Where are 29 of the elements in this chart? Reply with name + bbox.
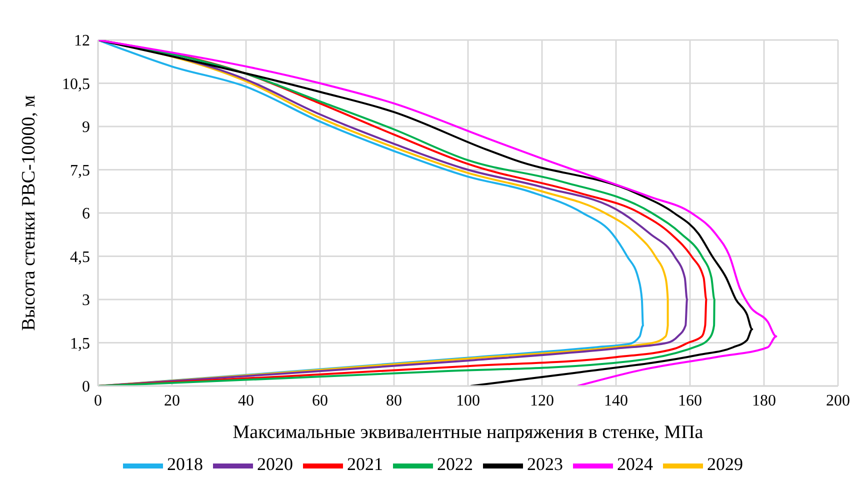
y-tick-label: 6: [82, 206, 90, 223]
y-tick-label: 0: [82, 378, 90, 396]
x-tick-label: 60: [312, 392, 328, 410]
x-tick-label: 20: [164, 392, 180, 410]
x-tick-label: 40: [238, 392, 254, 410]
x-tick-label: 200: [826, 392, 850, 410]
x-tick-label: 120: [530, 392, 554, 410]
legend-label: 2022: [437, 454, 473, 474]
x-tick-label: 0: [94, 392, 102, 410]
y-tick-label: 12: [74, 32, 90, 50]
x-tick-label: 160: [678, 392, 702, 410]
y-tick-label: 3: [82, 292, 90, 310]
x-tick-label: 180: [752, 392, 776, 410]
y-tick-label: 1,5: [70, 335, 90, 352]
y-tick-label: 10,5: [62, 76, 90, 93]
y-tick-label: 4,5: [70, 248, 90, 266]
x-tick-label: 140: [604, 392, 628, 410]
legend-label: 2023: [527, 454, 563, 474]
legend-label: 2029: [707, 454, 743, 474]
legend-label: 2021: [347, 454, 383, 474]
legend-label: 2024: [617, 454, 653, 474]
y-tick-label: 9: [82, 119, 90, 136]
legend-label: 2020: [257, 454, 293, 474]
x-axis-title: Максимальные эквивалентные напряжения в стенке, МПа: [232, 422, 704, 443]
y-axis-title: Высота стенки РВС-10000, м: [18, 95, 40, 331]
x-tick-label: 80: [386, 392, 402, 410]
y-tick-label: 7,5: [70, 162, 90, 180]
x-tick-label: 100: [456, 392, 480, 410]
legend-label: 2018: [167, 454, 203, 474]
